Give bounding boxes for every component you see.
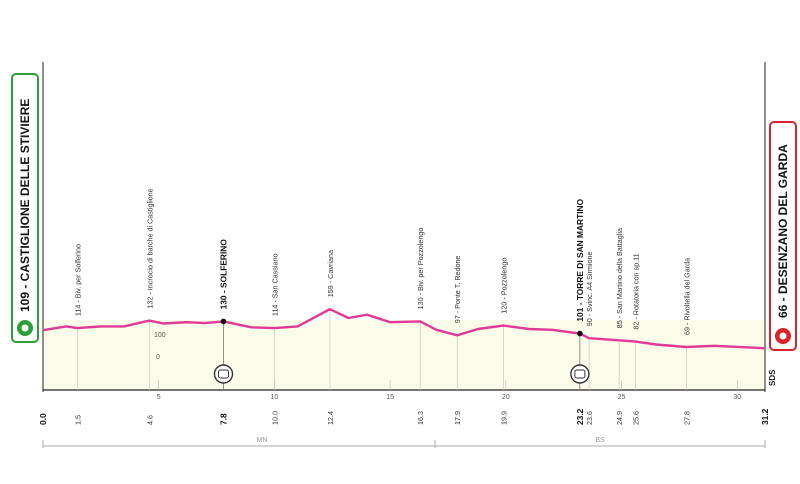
waypoint-label: 114 - San Cassiano <box>270 253 279 316</box>
waypoint-label: 90 - Svinc. A4 Sirmione <box>585 251 594 326</box>
waypoint-label: 114 - Biv. per Solferino <box>74 244 83 316</box>
km-label: 23.2 <box>575 408 585 425</box>
finish-label-box <box>769 121 797 351</box>
profile-line <box>42 308 766 350</box>
km-label: 12.4 <box>326 411 335 425</box>
axis-tick-label: 15 <box>386 394 394 401</box>
intermediate-sprint-icon-inner <box>218 369 229 379</box>
plot-area <box>43 320 765 390</box>
km-label: 16.3 <box>416 411 425 425</box>
sprint-dot <box>220 318 227 325</box>
waypoint-label: 132 - Incrocio di barche di Castiglione <box>145 188 154 308</box>
waypoint-label: 97 - Ponte T. Redone <box>453 256 462 324</box>
sprint-markers <box>213 318 590 384</box>
finish-label: 66 - DESENZANO DEL GARDA <box>769 121 797 351</box>
start-km-label: 0.0 <box>38 413 48 425</box>
start-label: 109 - CASTIGLIONE DELLE STIVIERE <box>11 73 39 343</box>
region-mn: MN <box>257 437 268 444</box>
km-label: 25.6 <box>631 411 640 425</box>
waypoint-label: 130 - SOLFERINO <box>219 239 229 310</box>
km-label: 19.9 <box>500 411 509 425</box>
km-label: 17.9 <box>453 411 462 425</box>
start-label-box <box>11 73 39 343</box>
start-circle-icon-inner <box>21 324 29 332</box>
start-label-text: 109 - CASTIGLIONE DELLE STIVIERE <box>18 99 32 312</box>
axis-tick-label: 20 <box>502 394 510 401</box>
axis-tick-label: 30 <box>733 394 741 401</box>
region-bar: MN BS <box>42 437 766 448</box>
axis-ticks: 5 10 15 20 25 30 <box>157 380 741 401</box>
finish-km-label: 31.2 <box>760 408 770 425</box>
finish-label-text: 66 - DESENZANO DEL GARDA <box>776 144 790 318</box>
axis-tick-label: 25 <box>618 394 626 401</box>
waypoint-label: 130 - Biv. per Pozzolengo <box>416 228 425 310</box>
elev-ref-0: 0 <box>156 354 160 361</box>
km-label: 27.8 <box>682 411 691 425</box>
waypoint-label: 82 - Rotatoria con sp.11 <box>631 253 640 329</box>
waypoint-label: 85 - San Martino della Battaglia <box>615 228 624 328</box>
elev-ref-100: 100 <box>154 332 166 339</box>
km-label: 1.5 <box>74 415 83 425</box>
brand-logo: SDS <box>768 369 777 386</box>
km-label: 7.8 <box>219 413 229 425</box>
waypoint-label: 69 - Rivoltella del Garda <box>682 258 691 335</box>
region-bs: BS <box>595 437 605 444</box>
km-labels: 1.5 4.6 7.8 10.0 12.4 16.3 17.9 19.9 23.2 23.6 24.… <box>38 408 770 425</box>
waypoint-guides: 114 - Biv. per Solferino 132 - Incrocio d… <box>74 188 691 390</box>
finish-circle-icon-inner <box>779 332 787 340</box>
waypoint-label: 101 - TORRE DI SAN MARTINO <box>575 198 585 321</box>
axis-tick-label: 10 <box>271 394 279 401</box>
km-label: 23.6 <box>585 411 594 425</box>
km-label: 24.9 <box>615 411 624 425</box>
axis-tick-label: 5 <box>157 394 161 401</box>
intermediate-sprint-icon <box>213 364 234 384</box>
km-label: 4.6 <box>145 415 154 425</box>
waypoint-label: 159 - Cavriana <box>326 250 335 297</box>
intermediate-sprint-icon-inner <box>574 369 586 379</box>
waypoint-label: 120 - Pozzolengo <box>500 258 509 314</box>
km-label: 10.0 <box>270 411 279 425</box>
sprint-dot <box>577 330 583 337</box>
intermediate-sprint-icon <box>570 364 590 384</box>
